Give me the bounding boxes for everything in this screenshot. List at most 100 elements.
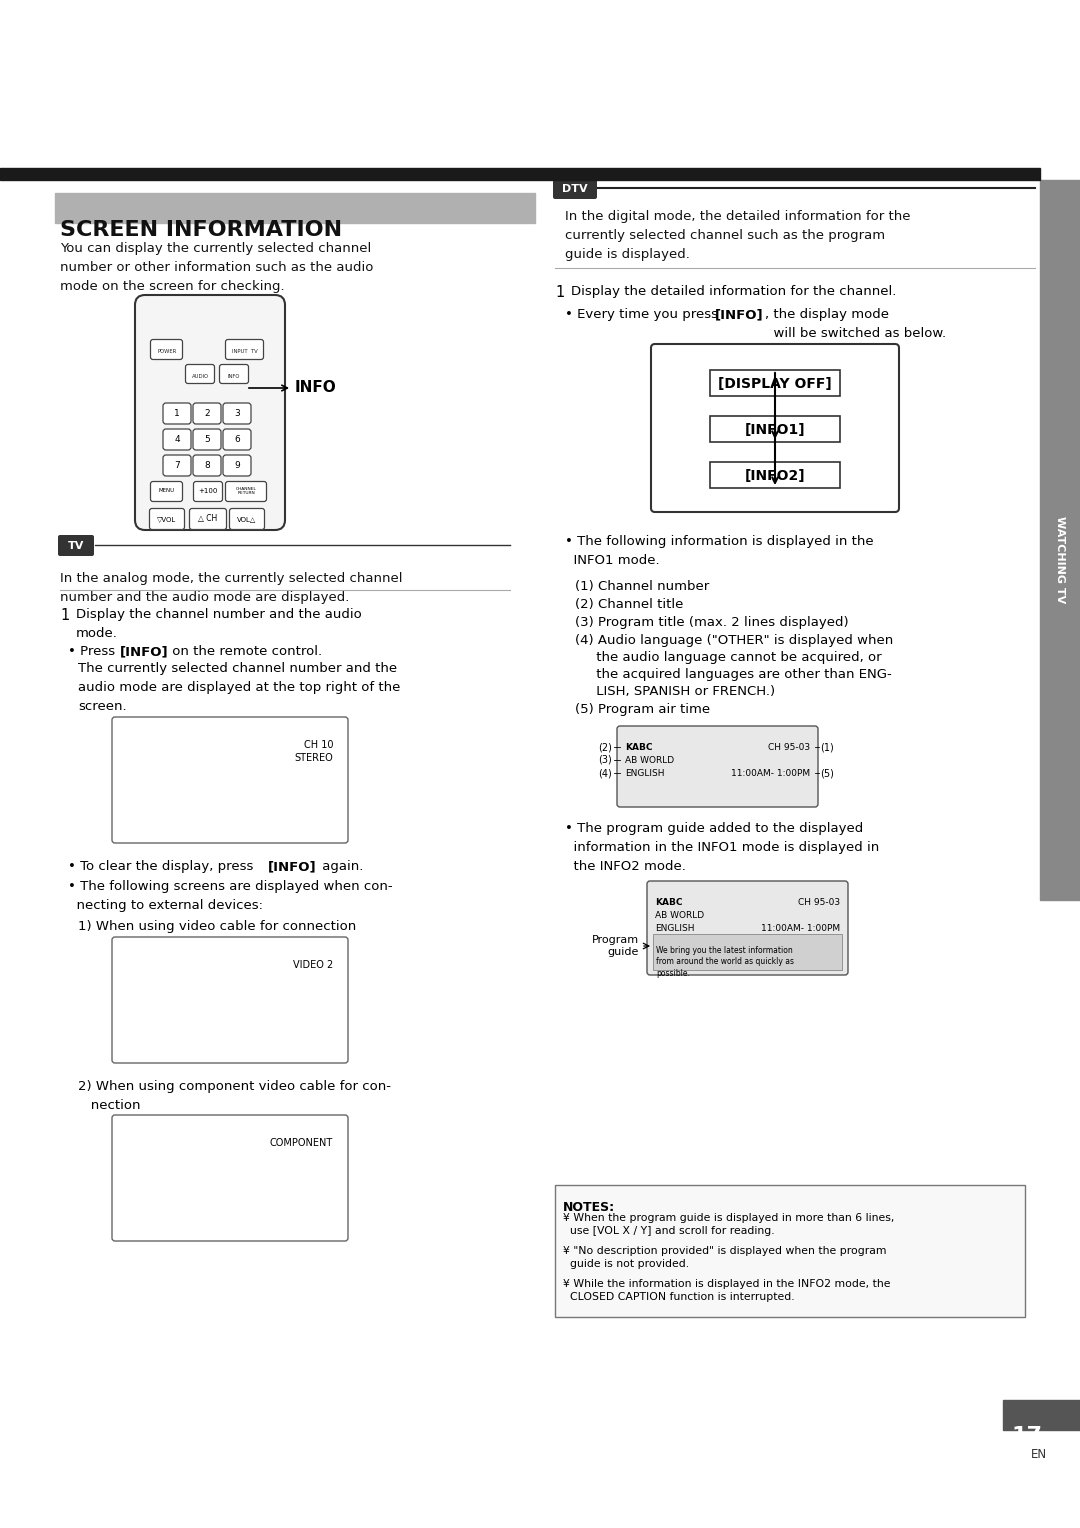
Bar (710, 461, 840, 487)
Bar (710, 416, 840, 442)
FancyBboxPatch shape (163, 403, 191, 423)
Text: CHANNEL
RETURN: CHANNEL RETURN (235, 487, 256, 495)
Text: Program
guide: Program guide (592, 935, 639, 957)
Text: ▽VOL: ▽VOL (158, 516, 177, 523)
FancyBboxPatch shape (186, 365, 215, 384)
Text: on the remote control.: on the remote control. (168, 645, 322, 659)
Text: Display the detailed information for the channel.: Display the detailed information for the… (571, 286, 896, 298)
Text: CH 10: CH 10 (303, 740, 333, 750)
Text: (5): (5) (820, 769, 834, 778)
Text: KABC: KABC (625, 743, 652, 752)
Text: 2: 2 (204, 410, 210, 419)
Bar (710, 370, 840, 396)
Text: DTV: DTV (563, 183, 588, 194)
Text: INFO: INFO (228, 374, 240, 379)
Text: CH 95-03: CH 95-03 (768, 743, 810, 752)
Text: (1) Channel number: (1) Channel number (575, 581, 710, 593)
Text: AB WORLD: AB WORLD (654, 911, 704, 920)
Bar (555, 1186, 1025, 1317)
Text: • The program guide added to the displayed
  information in the INFO1 mode is di: • The program guide added to the display… (565, 822, 879, 872)
Text: COMPONENT: COMPONENT (270, 1138, 333, 1148)
Text: [INFO]: [INFO] (268, 860, 316, 872)
Text: STEREO: STEREO (294, 753, 333, 762)
FancyBboxPatch shape (229, 509, 265, 530)
Text: 8: 8 (204, 461, 210, 471)
FancyBboxPatch shape (189, 509, 227, 530)
FancyBboxPatch shape (58, 535, 94, 556)
Text: 7: 7 (174, 461, 180, 471)
Text: 1: 1 (174, 410, 180, 419)
Text: In the digital mode, the detailed information for the
currently selected channel: In the digital mode, the detailed inform… (565, 209, 910, 261)
Text: (2) Channel title: (2) Channel title (575, 597, 684, 611)
Text: NOTES:: NOTES: (563, 1201, 616, 1215)
FancyBboxPatch shape (150, 481, 183, 501)
Text: • Every time you press: • Every time you press (565, 309, 723, 321)
Text: (2): (2) (598, 743, 612, 752)
Text: [DISPLAY OFF]: [DISPLAY OFF] (718, 377, 832, 391)
Text: (1): (1) (820, 743, 834, 752)
Text: MENU: MENU (159, 489, 175, 494)
Text: Display the channel number and the audio
mode.: Display the channel number and the audio… (76, 608, 362, 640)
Text: 11:00AM- 1:00PM: 11:00AM- 1:00PM (761, 924, 840, 934)
Text: 1: 1 (60, 608, 69, 623)
Text: [INFO]: [INFO] (120, 645, 168, 659)
FancyBboxPatch shape (163, 455, 191, 477)
FancyBboxPatch shape (222, 455, 251, 477)
Text: SCREEN INFORMATION: SCREEN INFORMATION (60, 220, 342, 240)
FancyBboxPatch shape (651, 344, 899, 512)
Text: • To clear the display, press: • To clear the display, press (68, 860, 258, 872)
Text: AB WORLD: AB WORLD (625, 756, 674, 766)
FancyBboxPatch shape (226, 339, 264, 359)
Text: VOL△: VOL△ (238, 516, 257, 523)
Text: The currently selected channel number and the
audio mode are displayed at the to: The currently selected channel number an… (78, 662, 401, 714)
Text: [INFO2]: [INFO2] (745, 469, 806, 483)
Text: ¥ "No description provided" is displayed when the program
  guide is not provide: ¥ "No description provided" is displayed… (563, 1245, 887, 1268)
Text: AUDIO: AUDIO (191, 374, 208, 379)
Text: You can display the currently selected channel
number or other information such : You can display the currently selected c… (60, 241, 374, 293)
Bar (0, 168, 1040, 180)
Text: , the display mode
  will be switched as below.: , the display mode will be switched as b… (765, 309, 946, 341)
Text: (4) Audio language ("OTHER" is displayed when
     the audio language cannot be : (4) Audio language ("OTHER" is displayed… (575, 634, 893, 698)
Bar (1003, 1400, 1080, 1430)
Bar (653, 934, 842, 970)
FancyBboxPatch shape (219, 365, 248, 384)
FancyBboxPatch shape (150, 339, 183, 359)
Text: ¥ While the information is displayed in the INFO2 mode, the
  CLOSED CAPTION fun: ¥ While the information is displayed in … (563, 1279, 891, 1302)
Text: 9: 9 (234, 461, 240, 471)
Text: (3) Program title (max. 2 lines displayed): (3) Program title (max. 2 lines displaye… (575, 616, 849, 630)
Text: 1: 1 (555, 286, 564, 299)
Text: (3): (3) (598, 755, 612, 766)
Text: 17: 17 (1011, 1426, 1042, 1445)
Text: (5) Program air time: (5) Program air time (575, 703, 711, 717)
Text: ENGLISH: ENGLISH (654, 924, 694, 934)
FancyBboxPatch shape (647, 882, 848, 975)
FancyBboxPatch shape (193, 429, 221, 451)
Text: INPUT  TV: INPUT TV (232, 348, 258, 354)
Bar (1040, 180, 1080, 900)
Text: • Press: • Press (68, 645, 120, 659)
FancyBboxPatch shape (226, 481, 267, 501)
Text: ¥ When the program guide is displayed in more than 6 lines,
  use [VOL X / Y] an: ¥ When the program guide is displayed in… (563, 1213, 894, 1236)
Text: INFO: INFO (295, 380, 337, 396)
Text: 3: 3 (234, 410, 240, 419)
Text: KABC: KABC (654, 898, 683, 908)
Bar (55, 193, 535, 223)
Text: 6: 6 (234, 435, 240, 445)
FancyBboxPatch shape (193, 481, 222, 501)
Text: ENGLISH: ENGLISH (625, 769, 664, 778)
FancyBboxPatch shape (617, 726, 818, 807)
FancyBboxPatch shape (222, 429, 251, 451)
Text: 2) When using component video cable for con-
   nection: 2) When using component video cable for … (78, 1080, 391, 1112)
Text: again.: again. (318, 860, 363, 872)
Text: +100: +100 (199, 487, 218, 494)
Text: • The following information is displayed in the
  INFO1 mode.: • The following information is displayed… (565, 535, 874, 567)
Text: In the analog mode, the currently selected channel
number and the audio mode are: In the analog mode, the currently select… (60, 571, 403, 604)
FancyBboxPatch shape (135, 295, 285, 530)
Text: CH 95-03: CH 95-03 (798, 898, 840, 908)
FancyBboxPatch shape (112, 937, 348, 1063)
FancyBboxPatch shape (149, 509, 185, 530)
Text: EN: EN (1031, 1449, 1048, 1461)
FancyBboxPatch shape (193, 403, 221, 423)
Text: △ CH: △ CH (199, 515, 218, 524)
Text: 5: 5 (204, 435, 210, 445)
